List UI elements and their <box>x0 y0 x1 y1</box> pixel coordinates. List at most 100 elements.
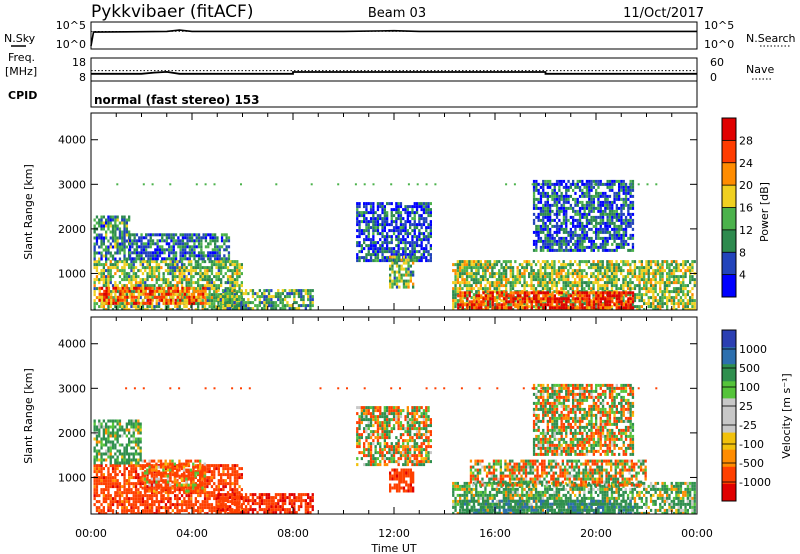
power-cell <box>224 298 227 302</box>
power-cell <box>372 208 375 212</box>
power-cell <box>624 275 627 279</box>
power-cell <box>507 266 510 270</box>
power-cell <box>691 296 694 300</box>
power-cell <box>571 269 574 273</box>
power-cell <box>613 272 616 276</box>
power-cell <box>279 298 282 302</box>
power-cell <box>578 233 582 237</box>
velocity-cell <box>98 464 101 468</box>
power-cell <box>107 305 110 309</box>
power-cell <box>98 257 101 261</box>
power-cell <box>638 284 641 288</box>
power-cell <box>631 221 635 225</box>
power-cell <box>463 272 466 276</box>
power-cell <box>574 278 577 282</box>
power-cell <box>585 218 589 222</box>
power-cell <box>233 305 237 309</box>
power-cell <box>211 251 214 255</box>
power-cell <box>145 242 148 246</box>
power-cell <box>620 212 623 216</box>
power-cell <box>583 206 586 210</box>
power-cell <box>118 287 122 291</box>
power-cell <box>479 281 482 285</box>
power-cell <box>151 257 155 261</box>
power-cell <box>242 307 245 310</box>
power-cell <box>208 278 211 282</box>
power-cell <box>601 236 605 240</box>
power-cell <box>114 289 117 293</box>
power-cell <box>397 232 400 236</box>
power-cell <box>125 305 128 309</box>
power-cell <box>496 291 499 295</box>
power-cell <box>404 211 407 215</box>
power-cell <box>516 275 519 279</box>
power-cell <box>406 217 409 221</box>
power-cell <box>98 218 101 222</box>
power-cell <box>111 284 115 288</box>
power-cell <box>123 251 126 255</box>
power-cell <box>393 270 396 274</box>
power-cell <box>381 211 384 215</box>
power-cell <box>288 292 291 296</box>
power-cell <box>418 256 421 260</box>
power-cell <box>225 239 228 243</box>
power-cell <box>356 229 359 233</box>
power-cell <box>381 205 384 209</box>
power-cell <box>555 287 558 291</box>
power-cell <box>169 284 172 288</box>
power-cell <box>184 233 187 237</box>
power-cell <box>583 291 586 295</box>
power-cell <box>358 202 361 206</box>
power-cell <box>590 206 593 210</box>
power-cell <box>511 284 515 288</box>
power-cell <box>199 263 202 267</box>
power-cell <box>590 291 593 295</box>
power-cell <box>231 304 234 308</box>
power-cell <box>235 292 238 296</box>
power-cell <box>206 281 209 285</box>
power-cell <box>659 275 662 279</box>
power-cell <box>95 236 99 240</box>
power-cell <box>544 303 547 307</box>
power-cell <box>156 295 159 299</box>
power-cell <box>125 239 128 243</box>
power-cell <box>397 250 400 254</box>
power-cell <box>128 215 131 219</box>
power-cell <box>684 269 687 273</box>
power-cell <box>592 260 595 264</box>
power-cell <box>171 272 174 276</box>
power-cell <box>211 236 214 240</box>
power-cell <box>404 238 407 242</box>
power-cell <box>297 304 301 308</box>
power-cell <box>578 278 581 282</box>
power-cell <box>549 183 552 186</box>
power-cell <box>356 259 359 263</box>
power-cell <box>404 250 407 254</box>
power-cell <box>363 238 366 242</box>
power-cell <box>604 203 607 207</box>
power-cell <box>98 263 101 267</box>
power-cell <box>507 281 510 285</box>
power-cell <box>507 260 510 264</box>
power-cell <box>411 217 414 221</box>
power-cell <box>107 248 110 252</box>
power-cell <box>459 287 462 291</box>
power-cell <box>562 185 566 189</box>
power-cell <box>459 303 462 307</box>
power-cell <box>216 254 219 258</box>
power-cell <box>606 306 609 310</box>
power-cell <box>606 284 609 288</box>
power-cell <box>413 217 416 221</box>
power-cell <box>393 255 396 259</box>
power-cell <box>114 221 117 225</box>
power-cell <box>397 238 400 242</box>
power-cell <box>183 266 186 270</box>
power-cell <box>629 218 632 222</box>
power-cell <box>562 260 565 264</box>
power-cell <box>365 244 368 248</box>
power-cell <box>105 254 108 258</box>
power-cell <box>358 244 361 248</box>
power-cell <box>583 275 586 279</box>
power-cell <box>656 272 660 276</box>
power-cell <box>608 218 612 222</box>
